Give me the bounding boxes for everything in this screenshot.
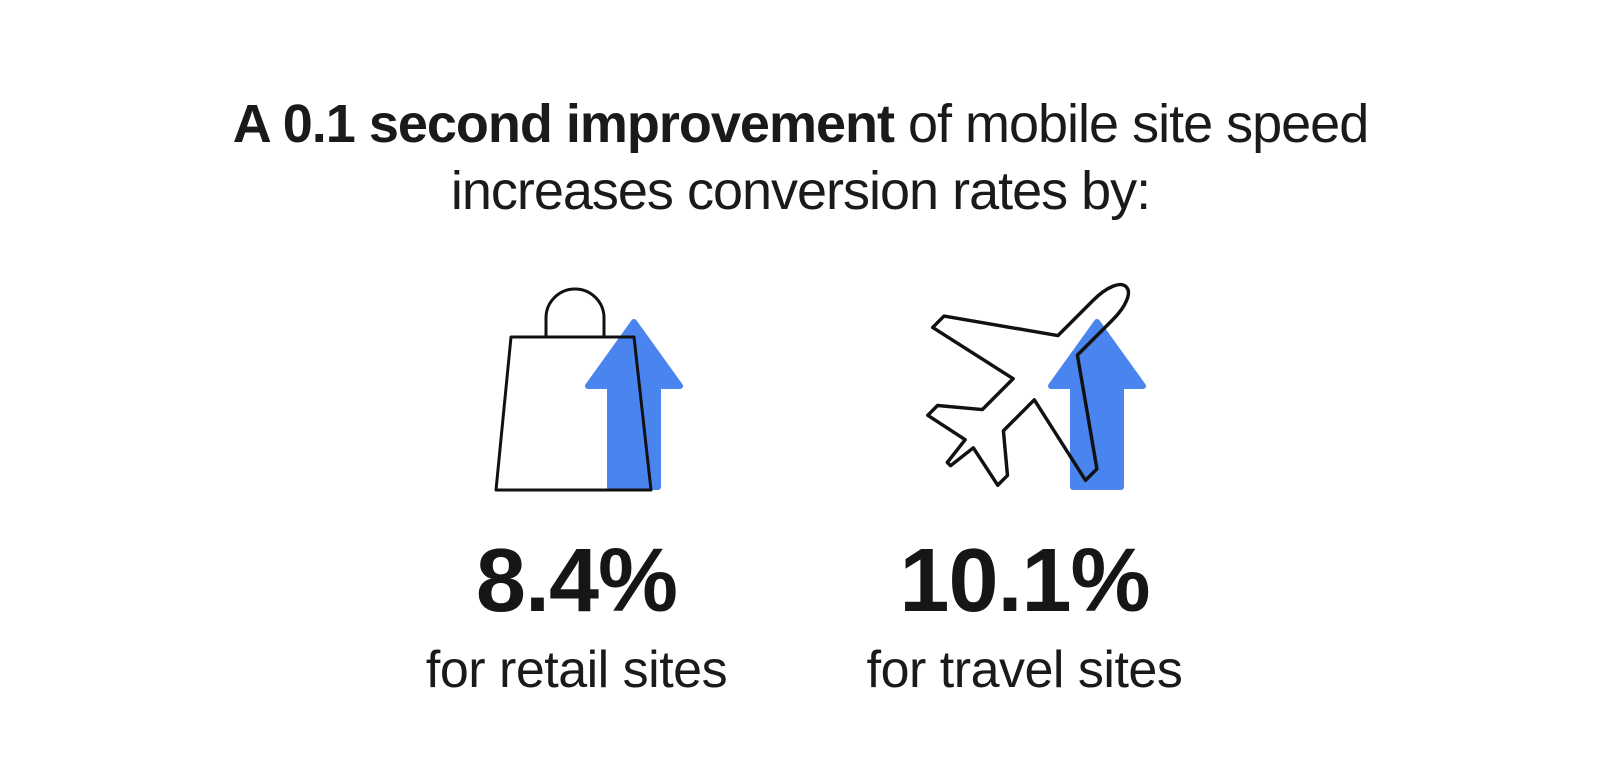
travel-conversion-value: 10.1% bbox=[899, 531, 1150, 631]
headline-emphasis: A 0.1 second improvement bbox=[232, 94, 895, 154]
shopping-bag-up-arrow-icon bbox=[494, 287, 683, 492]
headline-line-1: A 0.1 second improvement of mobile site … bbox=[0, 91, 1601, 158]
up-arrow-icon bbox=[1047, 319, 1146, 490]
shopping-bag-handle bbox=[544, 287, 605, 339]
retail-conversion-value: 8.4% bbox=[475, 531, 678, 631]
airplane-up-arrow-icon bbox=[925, 282, 1146, 490]
stats-row: 8.4% for retail sites 10.1% for travel s… bbox=[0, 272, 1601, 696]
headline-line-2: increases conversion rates by: bbox=[450, 161, 1151, 221]
stat-travel: 10.1% for travel sites bbox=[833, 272, 1217, 696]
airplane-outline bbox=[925, 282, 1130, 487]
stat-retail: 8.4% for retail sites bbox=[385, 272, 769, 696]
headline: A 0.1 second improvement of mobile site … bbox=[0, 91, 1601, 225]
up-arrow-icon bbox=[584, 319, 683, 490]
shopping-bag-body bbox=[494, 335, 652, 492]
retail-conversion-label: for retail sites bbox=[425, 641, 728, 699]
travel-conversion-label: for travel sites bbox=[866, 641, 1183, 699]
headline-line-1-rest: of mobile site speed bbox=[893, 94, 1369, 154]
